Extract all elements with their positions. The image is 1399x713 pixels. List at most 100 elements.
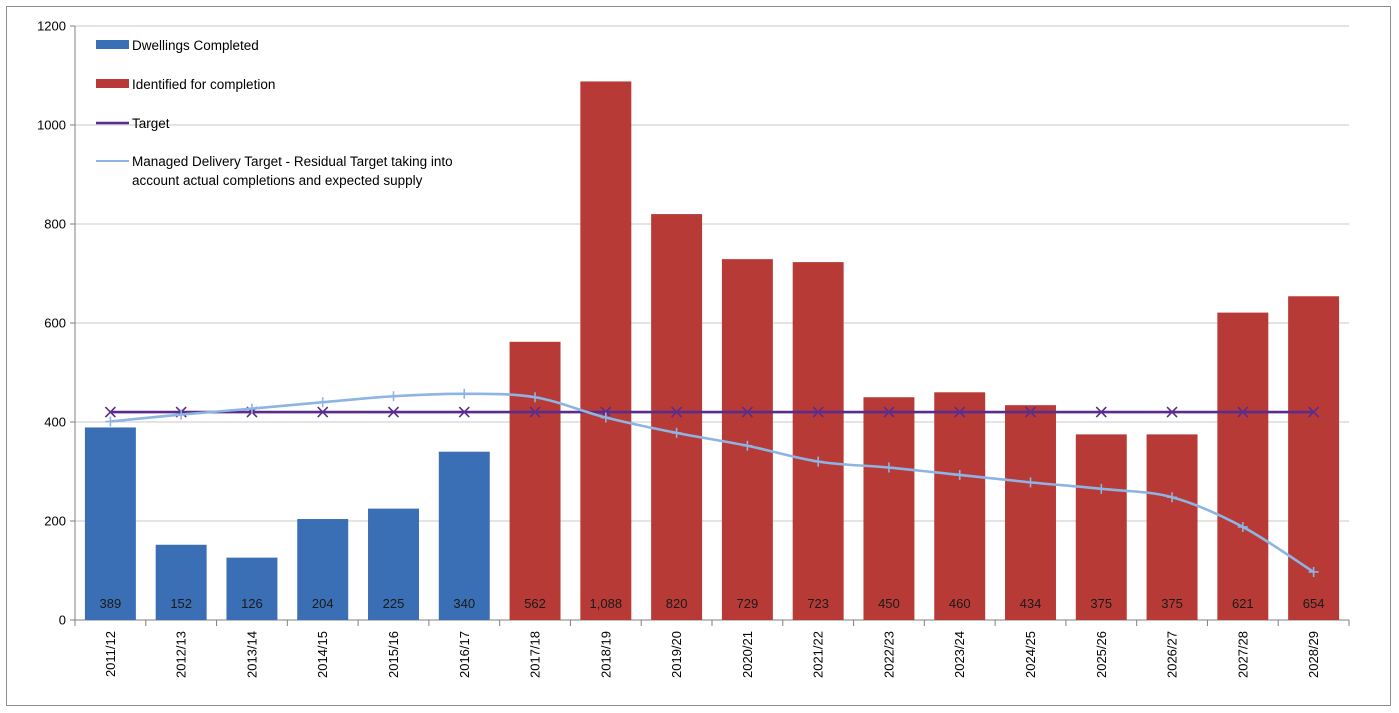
managed-delivery-marker: [1025, 477, 1036, 488]
x-tick-label: 2024/25: [1023, 631, 1038, 678]
bar: [1146, 434, 1198, 620]
data-label: 621: [1232, 596, 1254, 611]
bar: [1217, 312, 1269, 620]
data-label: 562: [524, 596, 546, 611]
legend-label: account actual completions and expected …: [132, 173, 423, 188]
data-label: 389: [100, 596, 122, 611]
bar: [651, 214, 703, 620]
data-label: 460: [949, 596, 971, 611]
x-tick-label: 2021/22: [811, 631, 826, 678]
managed-delivery-line: [110, 392, 1315, 574]
y-tick-label: 1200: [37, 19, 66, 34]
managed-delivery-marker: [813, 456, 824, 467]
bar: [1288, 296, 1340, 620]
x-tick-label: 2025/26: [1094, 631, 1109, 678]
managed-delivery-marker: [1308, 566, 1319, 577]
target-marker: [1237, 406, 1249, 418]
data-label: 126: [241, 596, 263, 611]
target-marker: [529, 406, 541, 418]
target-marker: [883, 406, 895, 418]
legend-swatch: [96, 40, 129, 49]
bar: [226, 557, 278, 620]
x-tick-label: 2015/16: [386, 631, 401, 678]
data-label: 654: [1303, 596, 1325, 611]
bar: [792, 262, 844, 620]
target-marker: [104, 406, 116, 418]
x-tick-label: 2017/18: [528, 631, 543, 678]
bar: [155, 544, 207, 620]
x-tick-label: 2013/14: [244, 631, 259, 678]
data-label: 1,088: [590, 596, 623, 611]
data-label: 729: [737, 596, 759, 611]
x-tick-label: 2026/27: [1165, 631, 1180, 678]
bar: [438, 451, 490, 620]
bar: [934, 392, 986, 620]
managed-delivery-marker: [388, 391, 399, 402]
x-tick-label: 2027/28: [1235, 631, 1250, 678]
y-tick-label: 800: [44, 217, 66, 232]
x-tick-label: 2028/29: [1306, 631, 1321, 678]
managed-delivery-marker: [883, 462, 894, 473]
data-label: 340: [453, 596, 475, 611]
target-marker: [812, 406, 824, 418]
x-tick-label: 2020/21: [740, 631, 755, 678]
managed-delivery-marker: [671, 427, 682, 438]
target-marker: [741, 406, 753, 418]
data-label: 225: [383, 596, 405, 611]
bars: [84, 81, 1340, 620]
managed-delivery-marker: [1167, 492, 1178, 503]
x-tick-label: 2011/12: [103, 631, 118, 677]
line-series: [104, 388, 1320, 577]
legend: Dwellings Completed Identified for comple…: [96, 38, 453, 188]
target-marker: [458, 406, 470, 418]
bar: [863, 397, 915, 620]
x-tick-label: 2014/15: [315, 631, 330, 678]
x-tick-label: 2019/20: [669, 631, 684, 678]
target-marker: [317, 406, 329, 418]
bar: [368, 508, 419, 620]
y-tick-label: 400: [44, 415, 66, 430]
managed-delivery-marker: [954, 469, 965, 480]
bar: [84, 427, 136, 620]
bar: [509, 341, 561, 620]
bar: [297, 519, 349, 620]
managed-delivery-marker: [459, 388, 470, 399]
bar: [580, 81, 632, 620]
target-marker: [387, 406, 400, 418]
legend-swatch: [96, 79, 129, 88]
bar: [1075, 434, 1127, 620]
data-labels: 389 152 126 204 225 340 562 1,088 820 729 723 450 46…: [100, 596, 1325, 611]
legend-label: Identified for completion: [132, 77, 275, 92]
y-axis: 0 200 400 600 800 1000 1200: [37, 19, 76, 628]
managed-delivery-marker: [1096, 483, 1107, 494]
x-tick-label: 2018/19: [598, 631, 613, 678]
gridlines: [75, 25, 1349, 522]
data-label: 450: [878, 596, 900, 611]
data-label: 375: [1090, 596, 1112, 611]
managed-delivery-marker: [105, 416, 116, 427]
managed-delivery-marker: [1237, 521, 1248, 532]
data-label: 723: [807, 596, 829, 611]
target-marker: [1095, 406, 1107, 418]
legend-label: Dwellings Completed: [132, 38, 259, 53]
x-tick-label: 2022/23: [881, 631, 896, 678]
data-label: 375: [1161, 596, 1183, 611]
managed-delivery-marker: [176, 409, 187, 420]
x-tick-label: 2016/17: [457, 631, 472, 678]
x-tick-label: 2012/13: [174, 631, 189, 678]
managed-delivery-marker: [742, 440, 753, 451]
y-tick-label: 1000: [37, 118, 66, 133]
x-axis: 2011/12 2012/13 2013/14 2014/15 2015/16 2016/…: [74, 619, 1350, 678]
data-label: 434: [1020, 596, 1042, 611]
managed-delivery-marker: [246, 403, 257, 414]
data-label: 204: [312, 596, 334, 611]
data-label: 820: [666, 596, 688, 611]
y-tick-label: 0: [59, 613, 66, 628]
target-marker: [1166, 406, 1178, 418]
target-marker: [671, 406, 683, 418]
bar: [1005, 405, 1056, 620]
y-tick-label: 600: [44, 316, 66, 331]
bar: [721, 259, 773, 620]
x-tick-label: 2023/24: [952, 631, 967, 678]
